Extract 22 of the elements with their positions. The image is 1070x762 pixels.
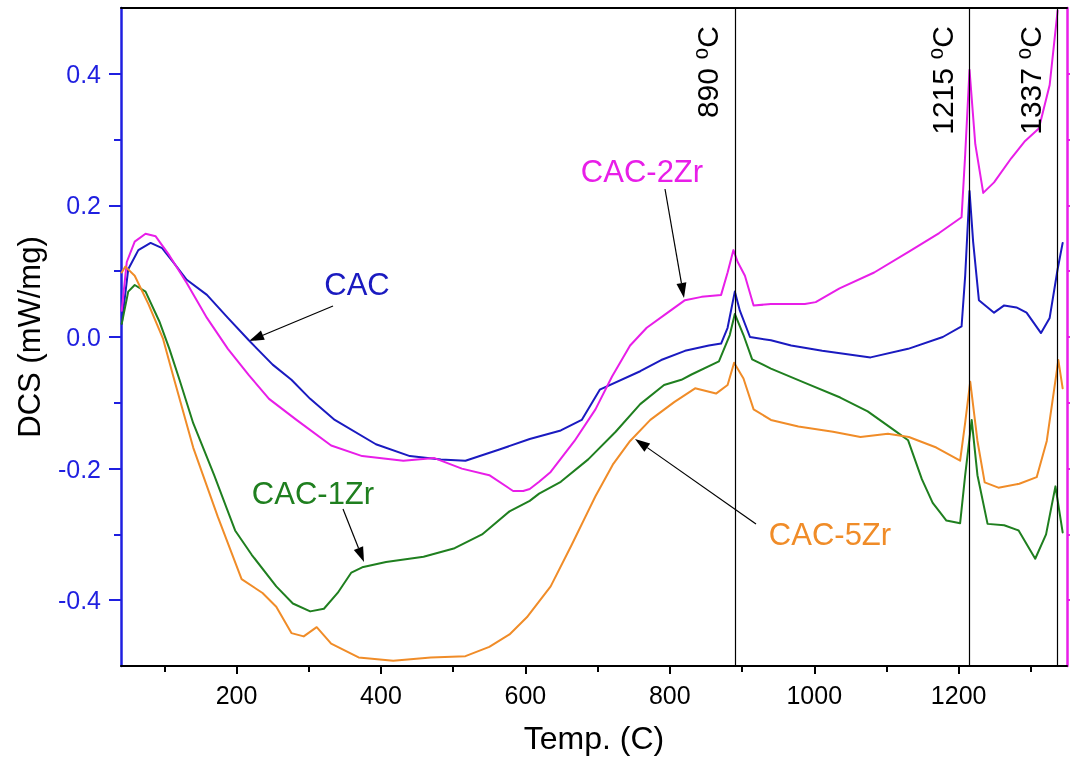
y-axis-title: DCS (mW/mg) [12, 236, 47, 438]
x-tick-label: 1200 [930, 680, 987, 709]
text: CAC-5Zr [768, 516, 892, 552]
x-tick-label: 800 [648, 680, 691, 709]
line-series [120, 265, 1064, 662]
x-tick-label: 600 [504, 680, 547, 709]
text: CAC-2Zr [580, 153, 704, 189]
series-label: CAC-1Zr [251, 475, 375, 511]
x-tick-label: 400 [360, 680, 402, 709]
y-tick-label: 0.0 [66, 323, 101, 351]
x-tick-label: 200 [215, 680, 258, 709]
ref-line-label: 1337 ⁰C [1014, 26, 1048, 135]
y-tick-label: 0.4 [66, 59, 102, 88]
ref-line-label: 890 ⁰C [691, 26, 725, 119]
y-tick-label: -0.2 [57, 454, 101, 483]
line-series [120, 189, 1064, 462]
y-tick-label: 0.2 [66, 191, 101, 220]
y-tick-label: -0.4 [57, 586, 102, 615]
x-tick-label: 1000 [786, 680, 843, 709]
text: CAC [324, 266, 390, 302]
x-axis-title: Temp. (C) [523, 720, 665, 756]
ref-line-label: 1215 ⁰C [926, 26, 960, 135]
